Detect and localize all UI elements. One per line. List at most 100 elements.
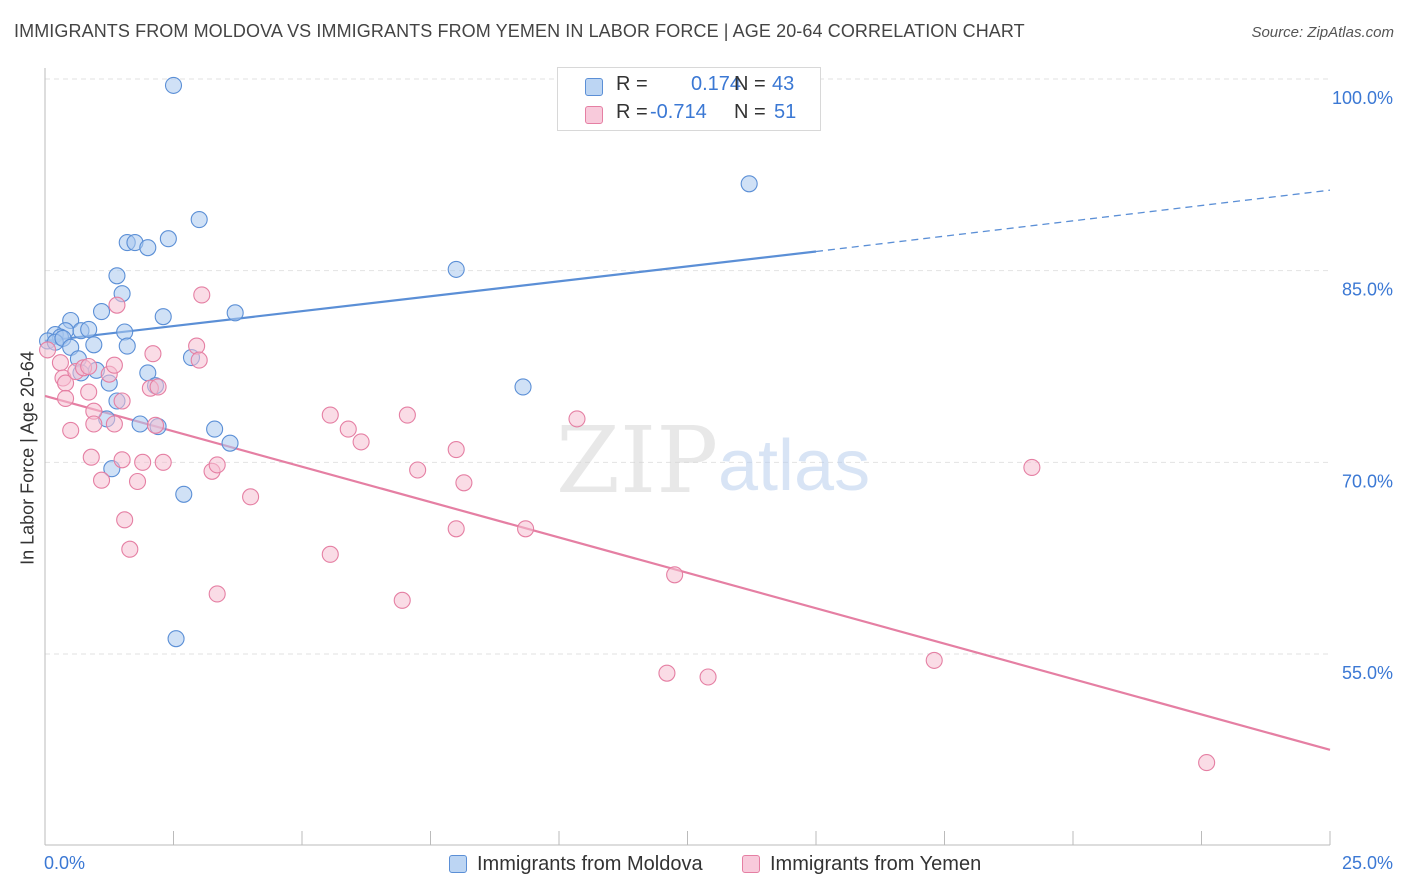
point-moldova: [85, 336, 103, 354]
n-label: N =: [734, 101, 766, 123]
y-tick-label: 55.0%: [1342, 663, 1393, 683]
point-yemen: [113, 451, 131, 469]
point-yemen: [134, 453, 152, 471]
point-yemen: [1198, 754, 1216, 772]
y-tick-label: 85.0%: [1342, 280, 1393, 300]
point-yemen: [116, 511, 134, 529]
point-moldova: [116, 323, 134, 341]
yemen-legend-label: Immigrants from Yemen: [770, 853, 982, 875]
point-yemen: [321, 545, 339, 563]
point-moldova: [92, 303, 111, 321]
trend-line-extension: [815, 189, 1331, 253]
legend-item-moldova: Immigrants from Moldova: [449, 853, 703, 876]
source-label: Source: ZipAtlas.com: [1251, 24, 1394, 41]
point-yemen: [105, 415, 123, 433]
point-yemen: [113, 392, 131, 410]
point-yemen: [149, 378, 167, 396]
watermark: ZIP atlas: [556, 407, 870, 514]
point-yemen: [39, 341, 57, 359]
gridlines: [45, 78, 1330, 655]
point-yemen: [447, 520, 465, 538]
y-tick-label: 70.0%: [1342, 471, 1393, 491]
point-moldova: [447, 260, 465, 278]
point-yemen: [568, 410, 586, 428]
point-yemen: [699, 668, 717, 686]
point-moldova: [175, 485, 193, 503]
legend-item-yemen: Immigrants from Yemen: [742, 853, 981, 876]
point-moldova: [154, 308, 172, 326]
point-yemen: [242, 488, 260, 506]
point-yemen: [154, 453, 172, 471]
point-yemen: [393, 591, 411, 609]
point-yemen: [208, 585, 226, 603]
point-yemen: [105, 356, 123, 374]
point-yemen: [658, 664, 676, 682]
n-value-moldova: 43: [772, 73, 795, 95]
point-yemen: [398, 406, 416, 424]
point-moldova: [164, 76, 183, 94]
x-tick-label-max: 25.0%: [1342, 853, 1393, 873]
point-yemen: [62, 421, 80, 439]
legend-row-moldova: R = 0.174 N = 43: [558, 73, 820, 101]
point-yemen: [92, 471, 111, 489]
r-label: R =: [616, 101, 648, 123]
point-yemen: [193, 286, 211, 304]
point-yemen: [190, 351, 208, 369]
trend-lines: [44, 189, 1331, 751]
point-moldova: [80, 320, 98, 338]
point-moldova: [226, 304, 244, 322]
trend-line-moldova: [44, 250, 817, 343]
point-yemen: [1023, 458, 1041, 476]
moldova-swatch: [585, 78, 603, 96]
point-yemen: [517, 520, 535, 538]
point-yemen: [85, 415, 103, 433]
yemen-swatch: [585, 106, 603, 124]
point-moldova: [190, 211, 208, 229]
point-yemen: [188, 337, 206, 355]
point-moldova: [139, 239, 157, 257]
trend-line-yemen: [44, 394, 1331, 751]
moldova-legend-swatch: [449, 855, 467, 873]
correlation-legend: R = 0.174 N = 43 R = -0.714 N = 51: [557, 67, 821, 131]
point-moldova: [167, 630, 185, 648]
point-moldova: [108, 267, 126, 285]
point-moldova: [740, 175, 758, 193]
point-moldova: [159, 230, 177, 248]
point-moldova: [514, 378, 532, 396]
point-yemen: [447, 441, 465, 459]
point-yemen: [321, 406, 339, 424]
watermark-atlas: atlas: [718, 426, 870, 506]
point-moldova: [221, 434, 239, 452]
y-tick-label: 100.0%: [1332, 88, 1393, 108]
point-yemen: [666, 566, 684, 584]
axes: [44, 68, 1331, 846]
point-moldova: [118, 337, 136, 355]
point-yemen: [51, 354, 69, 372]
yemen-legend-swatch: [742, 855, 760, 873]
r-value-moldova: 0.174: [691, 73, 742, 95]
x-tick-label-min: 0.0%: [44, 853, 85, 873]
point-yemen: [80, 357, 98, 376]
point-yemen: [925, 651, 943, 669]
tick-labels: 100.0% 85.0% 70.0% 55.0% 0.0% 25.0%: [44, 88, 1393, 873]
n-label: N =: [734, 73, 766, 95]
point-yemen: [128, 472, 147, 491]
point-yemen: [409, 461, 427, 479]
point-yemen: [339, 420, 357, 438]
y-axis-label: In Labor Force | Age 20-64: [17, 351, 38, 565]
point-yemen: [208, 456, 226, 474]
point-yemen: [108, 296, 126, 314]
point-moldova: [206, 420, 224, 438]
point-yemen: [57, 389, 75, 407]
chart-title: IMMIGRANTS FROM MOLDOVA VS IMMIGRANTS FR…: [14, 21, 1025, 41]
point-yemen: [352, 433, 370, 451]
point-yemen: [82, 448, 100, 466]
moldova-legend-label: Immigrants from Moldova: [477, 853, 703, 875]
point-yemen: [80, 383, 98, 401]
n-value-yemen: 51: [774, 101, 797, 123]
point-yemen: [455, 474, 473, 492]
r-value-yemen: -0.714: [650, 101, 707, 123]
point-yemen: [146, 416, 165, 434]
data-points: [39, 76, 1216, 772]
